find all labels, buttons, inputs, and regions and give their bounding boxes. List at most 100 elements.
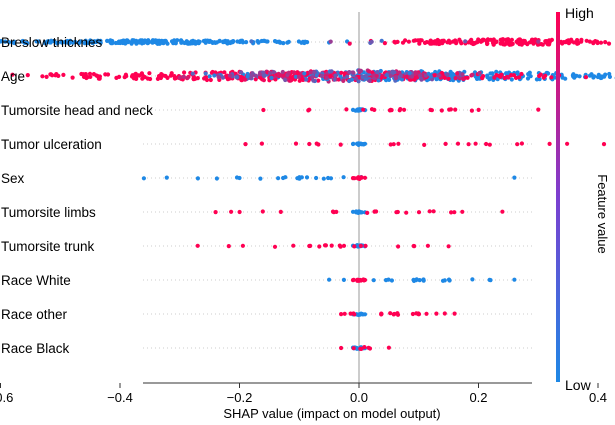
shap-point <box>323 243 328 248</box>
shap-point <box>297 175 302 180</box>
shap-point <box>607 71 612 77</box>
shap-point <box>494 69 499 74</box>
shap-point <box>563 76 568 81</box>
shap-point <box>94 73 99 78</box>
feature-label: Race Black <box>1 341 70 356</box>
shap-point <box>180 40 185 45</box>
shap-point <box>281 175 286 181</box>
shap-point <box>419 77 424 82</box>
feature-label: Age <box>1 69 25 84</box>
shap-point <box>509 77 514 82</box>
shap-point <box>297 74 302 79</box>
shap-point <box>403 38 408 43</box>
shap-point <box>538 72 543 77</box>
shap-point <box>358 243 363 248</box>
shap-point <box>117 39 122 45</box>
shap-point <box>291 243 296 248</box>
shap-point <box>450 71 455 76</box>
feature-label: Tumorsite limbs <box>1 205 96 220</box>
shap-point <box>260 209 265 214</box>
shap-point <box>500 209 505 214</box>
shap-point <box>220 75 226 80</box>
shap-point <box>445 72 450 77</box>
shap-point <box>55 40 61 45</box>
shap-point <box>463 39 468 44</box>
shap-point <box>162 38 167 44</box>
feature-label: Sex <box>1 171 25 186</box>
shap-point <box>470 277 475 282</box>
shap-point <box>332 77 337 82</box>
shap-point <box>447 278 452 283</box>
shap-point <box>131 38 136 43</box>
shap-point <box>338 142 343 147</box>
shap-point <box>484 39 489 44</box>
shap-point <box>257 75 262 80</box>
shap-point <box>205 38 210 43</box>
shap-point <box>543 73 548 78</box>
shap-point <box>48 72 53 77</box>
shap-point <box>521 38 526 44</box>
shap-point <box>427 209 432 214</box>
shap-point <box>546 41 552 46</box>
feature-label: Tumorsite head and neck <box>1 103 153 118</box>
shap-point <box>195 176 200 181</box>
shap-point <box>168 73 173 78</box>
shap-point <box>237 209 242 215</box>
shap-point <box>172 74 177 79</box>
shap-point <box>300 76 305 82</box>
shap-point <box>291 70 297 75</box>
shap-point <box>173 41 178 46</box>
shap-point <box>443 141 448 146</box>
shap-point <box>79 71 84 77</box>
shap-point <box>446 76 451 81</box>
shap-point <box>363 243 368 248</box>
shap-point <box>141 176 146 181</box>
shap-point <box>466 142 471 147</box>
shap-point <box>465 75 470 80</box>
shap-point <box>3 39 8 44</box>
shap-point <box>378 68 383 74</box>
shap-point <box>308 243 313 248</box>
shap-point <box>229 209 234 214</box>
shap-point <box>487 142 492 147</box>
shap-point <box>449 210 454 215</box>
shap-point <box>356 79 361 84</box>
shap-point <box>259 141 264 146</box>
shap-point <box>185 75 190 80</box>
shap-point <box>61 72 66 77</box>
shap-point <box>452 311 457 316</box>
shap-point <box>484 141 489 147</box>
shap-point <box>362 345 367 350</box>
shap-point <box>347 70 352 75</box>
shap-point <box>73 39 78 44</box>
shap-point <box>549 75 554 80</box>
shap-point <box>62 40 67 45</box>
shap-point <box>261 78 266 83</box>
shap-point <box>134 74 139 79</box>
shap-point <box>348 311 353 316</box>
shap-point <box>184 40 189 45</box>
shap-point <box>310 75 315 80</box>
shap-point <box>536 107 541 112</box>
shap-point <box>286 39 291 45</box>
shap-point <box>398 107 403 112</box>
shap-point <box>417 41 422 46</box>
shap-point <box>358 346 363 351</box>
colorbar-low-label: Low <box>565 377 592 393</box>
shap-point <box>360 74 365 79</box>
shap-point <box>234 75 239 80</box>
shap-point <box>446 244 451 249</box>
shap-point <box>240 243 245 248</box>
shap-point <box>68 39 73 44</box>
shap-point <box>356 278 361 283</box>
shap-point <box>422 40 428 46</box>
x-axis-title: SHAP value (impact on model output) <box>223 406 440 421</box>
shap-point <box>190 71 195 76</box>
shap-point <box>477 71 482 76</box>
shap-point <box>308 70 313 75</box>
shap-point <box>549 37 555 43</box>
shap-point <box>575 38 580 43</box>
shap-point <box>470 72 475 77</box>
shap-point <box>565 141 570 146</box>
shap-point <box>141 39 146 45</box>
